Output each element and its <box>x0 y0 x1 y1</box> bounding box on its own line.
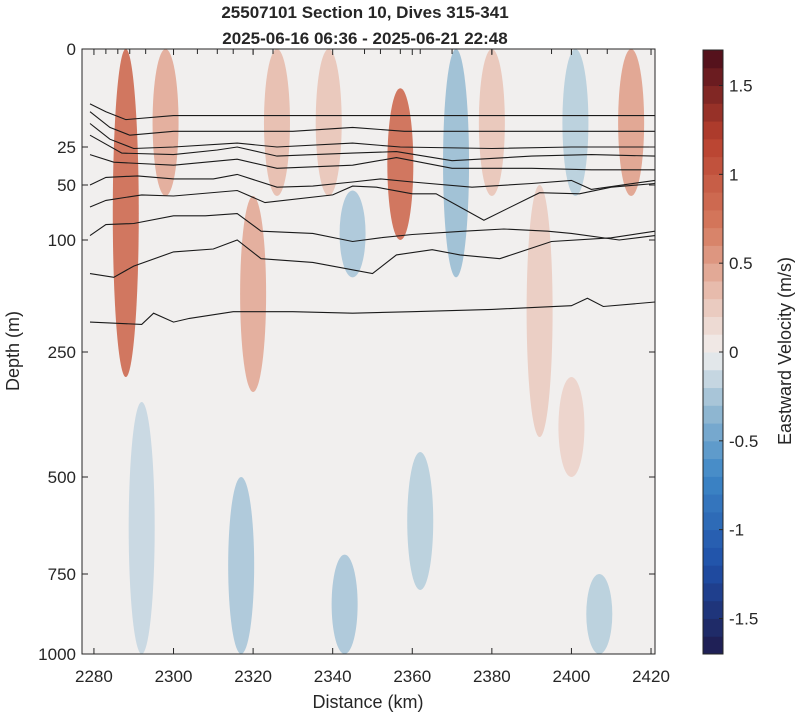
colorbar-tick-label: 0 <box>729 343 738 362</box>
colorbar-segment <box>703 529 723 548</box>
colorbar-segment <box>703 636 723 655</box>
colorbar-segment <box>703 209 723 229</box>
velocity-feature-12 <box>128 402 155 654</box>
colorbar-segment <box>703 156 723 175</box>
colorbar-segment <box>703 547 723 566</box>
velocity-feature-11 <box>618 49 645 196</box>
x-axis: 2280 2300 2320 2340 2360 2380 2400 2420 <box>75 49 670 686</box>
colorbar-segment <box>703 387 723 406</box>
x-tick-label: 2420 <box>632 667 670 686</box>
velocity-feature-1 <box>152 49 179 196</box>
velocity-feature-0 <box>112 49 139 377</box>
velocity-feature-4 <box>315 49 342 196</box>
colorbar-segment <box>703 618 723 637</box>
title-line-1: 25507101 Section 10, Dives 315-341 <box>221 3 508 22</box>
x-tick-label: 2300 <box>155 667 193 686</box>
colorbar-segment <box>703 67 723 87</box>
y-tick-label: 100 <box>48 231 76 250</box>
x-axis-label: Distance (km) <box>312 692 423 712</box>
colorbar-segment <box>703 476 723 495</box>
x-tick-label: 2320 <box>234 667 272 686</box>
colorbar-segment <box>703 582 723 602</box>
colorbar-segment <box>703 103 723 122</box>
y-tick-label: 750 <box>48 565 76 584</box>
colorbar-segment <box>703 511 723 531</box>
velocity-feature-14 <box>331 554 358 654</box>
colorbar-segment <box>703 405 723 424</box>
velocity-feature-9 <box>526 185 553 437</box>
x-tick-label: 2340 <box>314 667 352 686</box>
velocity-feature-6 <box>387 88 414 240</box>
velocity-feature-15 <box>407 452 434 590</box>
velocity-feature-2 <box>240 196 267 392</box>
density-contour-2 <box>89 123 655 150</box>
y-axis: 0 25 50 100 250 500 750 1000 <box>38 40 655 664</box>
density-contour-4 <box>89 154 655 171</box>
colorbar-segment <box>703 352 723 371</box>
density-contour-3 <box>89 134 655 162</box>
density-contours <box>89 103 655 325</box>
velocity-feature-8 <box>478 49 505 196</box>
colorbar: -1.5 -1 -0.5 0 0.5 1 1.5 <box>702 49 758 655</box>
colorbar-tick-label: -1.5 <box>729 609 758 628</box>
density-contour-9 <box>89 297 655 325</box>
x-tick-label: 2360 <box>393 667 431 686</box>
colorbar-tick-label: 1.5 <box>729 77 753 96</box>
colorbar-segment <box>703 227 723 246</box>
colorbar-segment <box>703 280 723 300</box>
y-tick-label: 50 <box>57 176 76 195</box>
y-tick-label: 250 <box>48 343 76 362</box>
colorbar-segment <box>703 423 723 442</box>
colorbar-segment <box>703 174 723 193</box>
velocity-feature-5 <box>339 190 366 278</box>
colorbar-segment <box>703 334 723 353</box>
density-contour-5 <box>89 173 655 190</box>
velocity-feature-17 <box>558 377 585 477</box>
title-line-2: 2025-06-16 06:36 - 2025-06-21 22:48 <box>222 29 507 48</box>
y-tick-label: 25 <box>57 138 76 157</box>
colorbar-segment <box>703 316 723 335</box>
density-contour-8 <box>89 230 655 278</box>
density-contour-7 <box>89 213 655 243</box>
colorbar-segment <box>703 494 723 513</box>
colorbar-tick-label: -0.5 <box>729 432 758 451</box>
colorbar-segment <box>703 50 723 69</box>
y-tick-label: 0 <box>67 40 76 59</box>
colorbar-tick-label: -1 <box>729 521 744 540</box>
plot-area: 2280 2300 2320 2340 2360 2380 2400 2420 0 25 50 10… <box>38 40 670 686</box>
density-contour-6 <box>89 182 655 221</box>
colorbar-tick-label: 0.5 <box>729 254 753 273</box>
y-tick-label: 500 <box>48 468 76 487</box>
x-tick-label: 2280 <box>75 667 113 686</box>
colorbar-segment <box>703 121 723 140</box>
colorbar-segment <box>703 192 723 211</box>
colorbar-segment <box>703 263 723 282</box>
colorbar-segment <box>703 85 723 104</box>
velocity-feature-7 <box>443 49 470 278</box>
colorbar-segment <box>703 458 723 477</box>
y-tick-label: 1000 <box>38 645 76 664</box>
colorbar-label: Eastward Velocity (m/s) <box>775 257 795 445</box>
x-tick-label: 2400 <box>553 667 591 686</box>
colorbar-segment <box>703 565 723 584</box>
density-contour-0 <box>89 103 655 121</box>
colorbar-segment <box>703 138 723 158</box>
colorbar-segment <box>703 298 723 317</box>
density-contour-1 <box>89 111 655 136</box>
velocity-feature-16 <box>586 574 613 654</box>
velocity-feature-3 <box>263 49 290 196</box>
velocity-feature-13 <box>228 477 255 654</box>
colorbar-segment <box>703 369 723 389</box>
x-tick-label: 2380 <box>473 667 511 686</box>
colorbar-segment <box>703 440 723 460</box>
velocity-feature-10 <box>562 49 589 196</box>
colorbar-segment <box>703 245 723 264</box>
y-axis-label: Depth (m) <box>3 311 23 391</box>
colorbar-tick-label: 1 <box>729 165 738 184</box>
colorbar-segment <box>703 600 723 619</box>
